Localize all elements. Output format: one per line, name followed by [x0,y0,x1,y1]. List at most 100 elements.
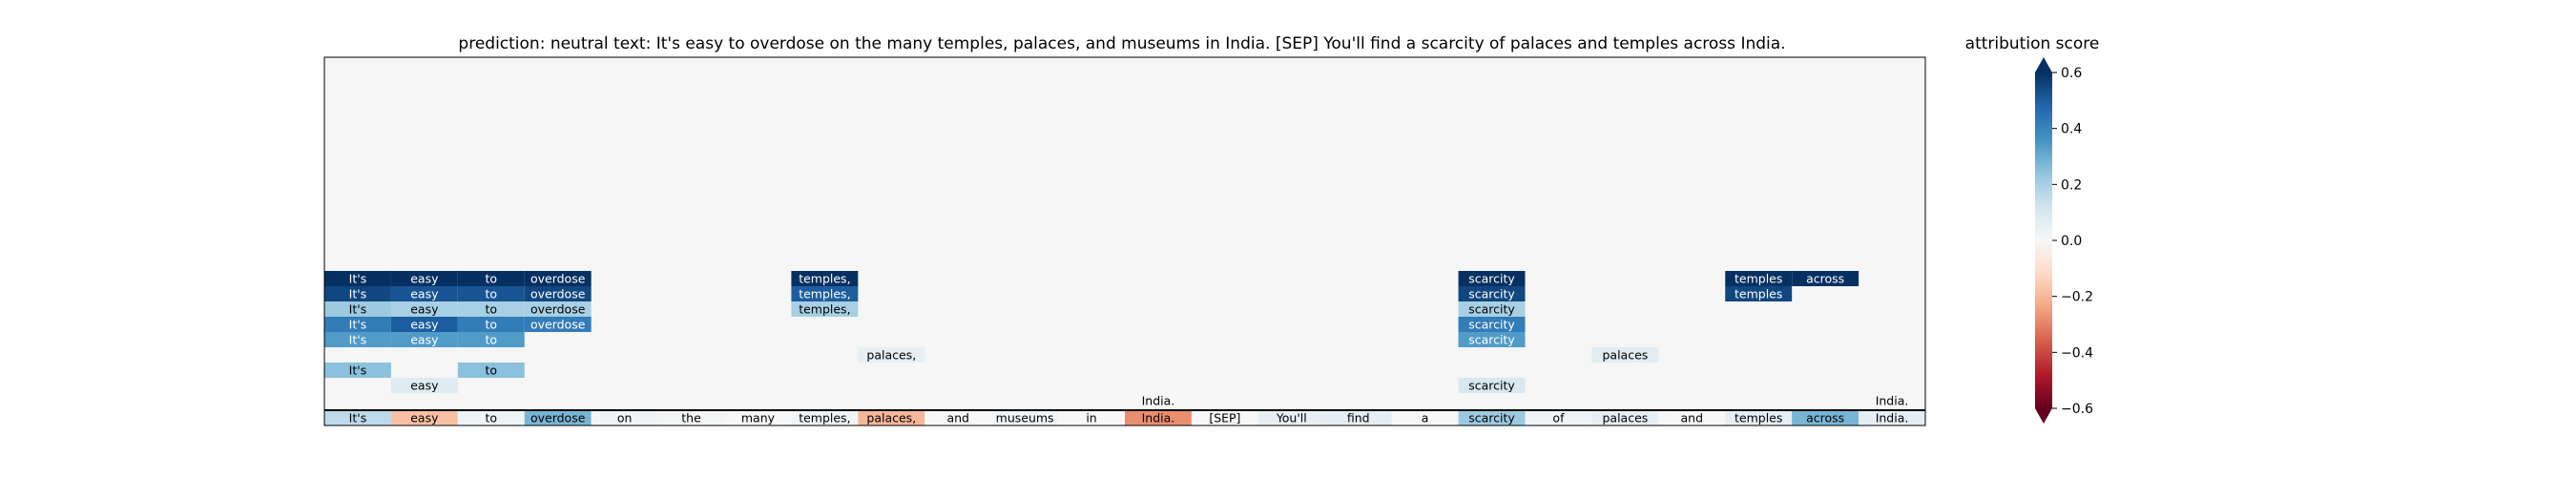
baseline-token-cell: overdose [524,410,592,425]
heatmap-cell-label: in [1086,411,1096,425]
heatmap-cell: to [457,301,525,317]
heatmap-cell-label: temples, [799,287,850,301]
heatmap-cell-fill [791,301,859,317]
heatmap-cell-label: to [486,333,498,347]
heatmap-cell-fill [591,410,658,425]
heatmap-cell: It's [324,301,391,317]
heatmap-cell-label: overdose [530,272,586,286]
heatmap-cell: scarcity [1458,301,1526,317]
heatmap-cell-fill [524,317,592,332]
heatmap-cell-label: to [486,363,498,378]
baseline-token-cell: a [1391,410,1459,425]
heatmap-cell-fill [1257,410,1325,425]
heatmap-cell-fill [457,317,525,332]
heatmap-cell-fill [524,301,592,317]
colorbar-body [2035,73,2052,408]
heatmap-cell: temples, [791,271,859,286]
heatmap-cell: overdose [524,301,592,317]
heatmap-cell-label: India. [1142,394,1175,408]
heatmap-cell-label: museums [996,411,1054,425]
baseline-token-cell: of [1525,410,1592,425]
heatmap-cell-label: across [1806,411,1844,425]
heatmap-cell-fill [324,301,391,317]
heatmap-cell-label: temples [1735,287,1782,301]
heatmap-cell-label: easy [410,318,439,332]
heatmap-cell-label: scarcity [1468,411,1515,425]
heatmap-cell: palaces, [858,347,925,363]
heatmap-cell-label: easy [410,272,439,286]
baseline-token-cell: and [1658,410,1726,425]
heatmap-cell-fill [524,286,592,301]
heatmap-cell-fill [1458,378,1526,393]
baseline-token-cell: to [457,410,525,425]
heatmap-cell-label: India. [1142,411,1175,425]
baseline-token-cell: palaces [1591,410,1659,425]
heatmap-cell-label: temples, [799,411,850,425]
heatmap-cell: India. [1125,393,1192,408]
heatmap-cell: temples [1725,271,1793,286]
heatmap-cell: easy [390,301,458,317]
heatmap-cell-label: overdose [530,302,586,317]
heatmap-cell-label: palaces [1602,348,1648,363]
heatmap-cell: scarcity [1458,332,1526,347]
heatmap-cell-fill [457,410,525,425]
baseline-token-cell: on [591,410,658,425]
heatmap-cell-fill [524,410,592,425]
heatmap-cell: It's [324,332,391,347]
colorbar-tick-label: 0.4 [2061,122,2082,137]
colorbar-title: attribution score [1965,34,2100,53]
heatmap-cell-fill [390,286,458,301]
heatmap-cell-fill [324,271,391,286]
heatmap-cell-label: on [617,411,633,425]
heatmap-cell-label: across [1806,272,1844,286]
heatmap-cell-label: easy [410,333,439,347]
heatmap-cell-fill [791,271,859,286]
heatmap-cell-fill [390,301,458,317]
heatmap-cell-label: You'll [1276,411,1307,425]
heatmap-cell-fill [657,410,725,425]
colorbar-tick-label: 0.0 [2061,234,2082,249]
heatmap-cell-label: scarcity [1468,333,1515,347]
heatmap-cell-fill [724,410,792,425]
colorbar-tick-label: −0.2 [2061,290,2093,305]
heatmap-cell-label: temples [1735,411,1782,425]
heatmap-cell: temples, [791,286,859,301]
heatmap-cell-label: scarcity [1468,379,1515,393]
heatmap-cell-fill [1725,271,1793,286]
heatmap-cell-fill [457,332,525,347]
heatmap-cell: It's [324,317,391,332]
heatmap-cell-fill [1458,317,1526,332]
heatmap-cell-label: India. [1876,394,1909,408]
heatmap-cell-label: to [486,302,498,317]
heatmap-cell-fill [1658,410,1726,425]
heatmap-cell-label: [SEP] [1209,411,1240,425]
heatmap-cell-label: It's [349,318,367,332]
heatmap-cell: to [457,363,525,378]
heatmap-cell: easy [390,286,458,301]
heatmap-cell-label: temples, [799,302,850,317]
heatmap-cell-label: easy [410,379,439,393]
heatmap-cell: temples [1725,286,1793,301]
colorbar-tick-label: −0.4 [2061,345,2093,361]
baseline-token-cell: India. [1125,410,1192,425]
baseline-token-cell: many [724,410,792,425]
heatmap-cell: to [457,286,525,301]
baseline-token-cell: temples [1725,410,1793,425]
baseline-token-cell: [SEP] [1191,410,1258,425]
heatmap-cell: easy [390,378,458,393]
heatmap-cell: palaces [1591,347,1659,363]
heatmap-cell-fill [524,271,592,286]
heatmap-cell-fill [390,378,458,393]
heatmap-cell-label: It's [349,363,367,378]
heatmap-cell-label: It's [349,272,367,286]
heatmap-cell-fill [324,363,391,378]
heatmap-cell: easy [390,317,458,332]
heatmap-cell-fill [1125,393,1192,408]
heatmap-cell-label: the [681,411,701,425]
heatmap-cell-fill [1591,347,1659,363]
baseline-token-cell: palaces, [858,410,925,425]
heatmap-cell-label: It's [349,411,367,425]
baseline-token-cell: It's [324,410,391,425]
baseline-token-cell: scarcity [1458,410,1526,425]
